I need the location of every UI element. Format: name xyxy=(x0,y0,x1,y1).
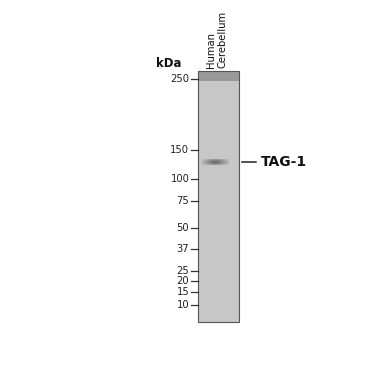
Text: 150: 150 xyxy=(170,146,189,155)
Text: TAG-1: TAG-1 xyxy=(261,155,307,169)
Text: 75: 75 xyxy=(177,196,189,206)
Text: 15: 15 xyxy=(177,288,189,297)
Text: Human: Human xyxy=(206,32,216,68)
Text: 25: 25 xyxy=(177,266,189,276)
Bar xyxy=(198,71,238,322)
Text: 20: 20 xyxy=(177,276,189,286)
Text: kDa: kDa xyxy=(156,57,182,70)
Text: 250: 250 xyxy=(170,74,189,84)
Text: 50: 50 xyxy=(177,224,189,233)
Text: 100: 100 xyxy=(170,174,189,184)
Text: Cerebellum: Cerebellum xyxy=(218,11,228,68)
Text: 37: 37 xyxy=(177,244,189,254)
Text: 10: 10 xyxy=(177,300,189,310)
Bar xyxy=(198,71,238,81)
Bar xyxy=(198,71,238,322)
